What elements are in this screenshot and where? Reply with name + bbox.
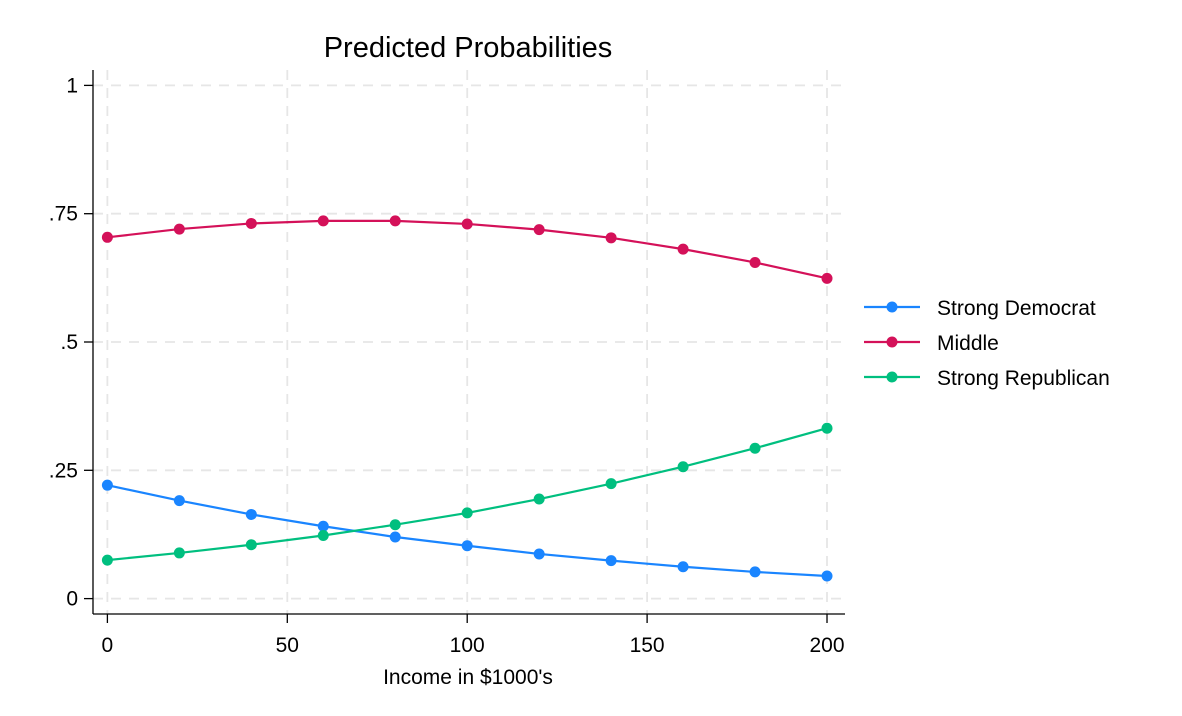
y-tick-label: 0 — [66, 588, 78, 611]
data-point-strong-democrat — [677, 561, 689, 573]
legend-label: Middle — [937, 332, 999, 355]
data-point-strong-democrat — [317, 520, 329, 532]
y-tick-label: .25 — [49, 459, 78, 482]
data-point-middle — [101, 231, 113, 243]
x-tick-label: 100 — [450, 634, 485, 657]
data-point-middle — [317, 215, 329, 227]
data-point-strong-republican — [749, 442, 761, 454]
data-point-strong-republican — [317, 529, 329, 541]
y-tick-label: .5 — [60, 331, 78, 354]
data-point-strong-democrat — [461, 540, 473, 552]
chart-title: Predicted Probabilities — [324, 32, 613, 64]
legend-label: Strong Republican — [937, 367, 1110, 390]
data-point-strong-democrat — [389, 531, 401, 543]
data-point-strong-republican — [677, 461, 689, 473]
legend-marker — [886, 336, 898, 348]
data-point-middle — [749, 256, 761, 268]
data-point-middle — [245, 217, 257, 229]
data-point-strong-democrat — [821, 570, 833, 582]
data-point-middle — [605, 232, 617, 244]
x-tick-label: 200 — [809, 634, 844, 657]
x-tick-label: 150 — [630, 634, 665, 657]
x-tick-label: 50 — [276, 634, 299, 657]
y-tick-label: 1 — [66, 74, 78, 97]
data-point-strong-republican — [101, 554, 113, 566]
data-point-strong-democrat — [173, 495, 185, 507]
series-layer — [101, 215, 833, 582]
legend-label: Strong Democrat — [937, 297, 1096, 320]
data-point-strong-republican — [461, 507, 473, 519]
data-point-strong-republican — [533, 493, 545, 505]
data-point-strong-democrat — [101, 479, 113, 491]
y-tick-label: .75 — [49, 203, 78, 226]
legend-item-strong-republican: Strong Republican — [864, 367, 1110, 390]
data-point-middle — [821, 272, 833, 284]
data-point-strong-republican — [821, 422, 833, 434]
data-point-middle — [677, 243, 689, 255]
legend-marker — [886, 371, 898, 383]
data-point-strong-democrat — [749, 566, 761, 578]
data-point-middle — [389, 215, 401, 227]
x-tick-label: 0 — [102, 634, 114, 657]
legend-marker — [886, 301, 898, 313]
legend: Strong Democrat Middle Strong Republican — [864, 297, 1110, 390]
grid — [93, 70, 845, 614]
data-point-strong-democrat — [245, 508, 257, 520]
data-point-middle — [533, 224, 545, 236]
data-point-strong-republican — [605, 478, 617, 490]
x-axis-label: Income in $1000's — [383, 666, 553, 689]
data-point-strong-republican — [173, 547, 185, 559]
legend-item-middle: Middle — [864, 332, 999, 355]
legend-item-strong-democrat: Strong Democrat — [864, 297, 1096, 320]
data-point-strong-democrat — [533, 548, 545, 560]
data-point-middle — [173, 223, 185, 235]
data-point-strong-republican — [389, 519, 401, 531]
axis-ticks: 0 50 100 150 200 0 .25 .5 .75 1 — [49, 74, 845, 657]
data-point-strong-republican — [245, 539, 257, 551]
data-point-strong-democrat — [605, 555, 617, 567]
data-point-middle — [461, 218, 473, 230]
